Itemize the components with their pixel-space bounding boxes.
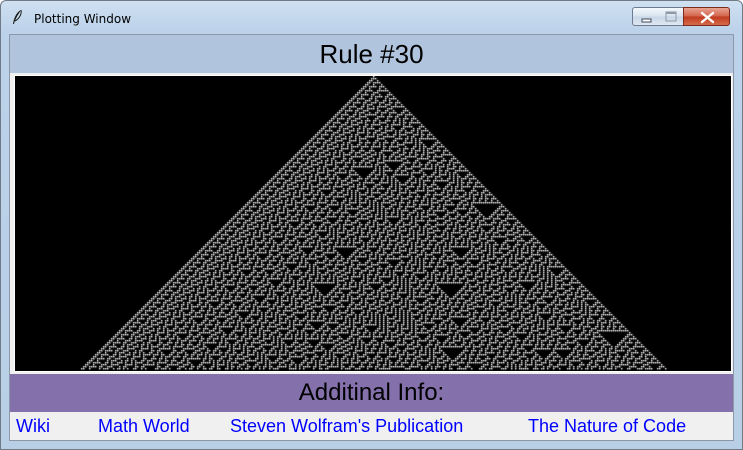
automaton-canvas <box>14 75 732 372</box>
math-world-link[interactable]: Math World <box>98 416 190 436</box>
additional-info-heading: Additinal Info: <box>10 374 733 412</box>
minimize-icon <box>641 18 652 23</box>
minimize-button[interactable] <box>632 7 659 26</box>
links-bar: Wiki Math World Steven Wolfram's Publica… <box>10 412 733 440</box>
nature-of-code-link[interactable]: The Nature of Code <box>528 416 687 436</box>
rule-30-pattern <box>15 76 731 371</box>
wiki-link[interactable]: Wiki <box>16 416 50 436</box>
wolfram-publication-link[interactable]: Steven Wolfram's Publication <box>230 416 464 436</box>
rule-title: Rule #30 <box>10 35 733 73</box>
close-icon <box>700 11 715 24</box>
maximize-button[interactable] <box>658 7 684 26</box>
feather-icon <box>10 9 26 25</box>
window-content: Rule #30 Additinal Info: Wiki Math World… <box>9 34 734 441</box>
title-bar[interactable]: Plotting Window <box>1 1 742 34</box>
close-button[interactable] <box>683 7 730 26</box>
window-title: Plotting Window <box>34 12 132 26</box>
maximize-icon <box>665 11 677 22</box>
